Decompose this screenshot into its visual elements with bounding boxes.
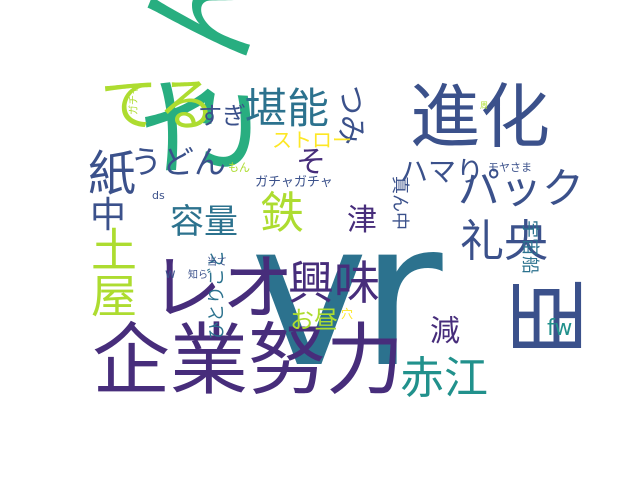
word-gacha: ガチャ <box>129 85 140 115</box>
word-ohiru: お昼 <box>290 306 338 334</box>
word-ate: 当て <box>207 257 227 268</box>
word-w: w <box>165 267 176 282</box>
word-naka: 中 <box>90 195 127 236</box>
word-shu: 周 <box>480 101 488 110</box>
word-kigyo-doryoku: 企業努力 <box>92 316 405 406</box>
word-ana: 穴 <box>341 307 354 321</box>
word-pakku: パック <box>458 164 585 213</box>
word-shira: 知ら <box>188 270 208 281</box>
word-sugi: すぎ <box>198 102 246 130</box>
word-mon: もん <box>228 161 250 174</box>
word-akae: 赤江 <box>400 353 488 404</box>
word-tanno: 堪能 <box>245 84 330 133</box>
word-hamari: ハマり <box>400 155 485 188</box>
word-vr: vr <box>250 179 443 412</box>
word-kami: 紙 <box>88 146 137 202</box>
word-fw: fw <box>547 316 573 341</box>
word-udon: うどん <box>130 143 227 181</box>
word-reo-kanji: 礼央 <box>460 216 548 267</box>
word-ds: ds <box>152 189 165 202</box>
word-uchusen: 宇宙船 <box>519 220 540 274</box>
word-kyomi: 興味 <box>288 256 380 310</box>
word-yoryo: 容量 <box>170 202 238 242</box>
word-mannaka: 真ん中 <box>389 176 410 230</box>
word-reo: レオ <box>150 246 295 330</box>
word-gachagacha: ガチャガチャ <box>255 175 333 190</box>
word-sutoro: ストロー <box>272 128 352 152</box>
word-tsu: 津 <box>347 203 377 238</box>
word-moyasama: モヤさま <box>488 161 532 174</box>
word-gen: 減 <box>430 314 460 349</box>
word-tetsu: 鉄 <box>260 188 304 239</box>
word-tsuchiya: 土屋 <box>84 226 138 318</box>
word-so: そ <box>296 145 326 180</box>
word-shinka: 進化 <box>410 76 550 158</box>
word-teru: てる <box>100 71 217 139</box>
